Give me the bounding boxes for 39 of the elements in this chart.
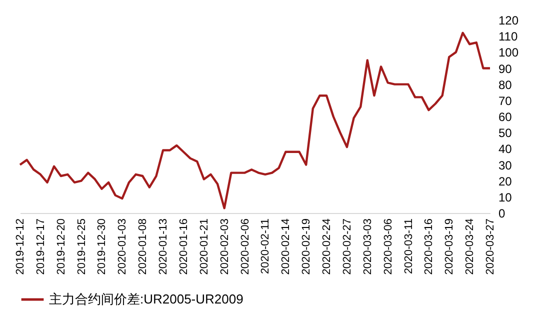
y-tick-label: 10 [498, 190, 512, 204]
y-tick-label: 30 [498, 158, 512, 172]
x-tick-label: 2020-01-03 [116, 218, 129, 275]
x-tick-label: 2019-12-20 [55, 218, 68, 275]
x-tick-label: 2020-02-24 [321, 218, 334, 275]
x-tick-label: 2020-03-03 [362, 218, 374, 275]
x-tick-label: 2020-02-19 [300, 218, 313, 275]
y-tick-label: 90 [498, 62, 512, 76]
x-tick-label: 2020-03-16 [423, 218, 436, 275]
x-tick-label: 2020-01-08 [137, 218, 150, 275]
x-tick-label: 2020-02-27 [341, 218, 354, 275]
x-tick-label: 2020-02-11 [260, 218, 272, 274]
x-tick-label: 2020-03-11 [402, 218, 415, 274]
y-tick-label: 120 [498, 14, 519, 28]
x-tick-label: 2019-12-30 [96, 218, 108, 275]
x-tick-label: 2020-02-14 [280, 218, 292, 275]
x-tick-label: 2019-12-12 [14, 218, 26, 275]
legend-label: 主力合约间价差:UR2005-UR2009 [49, 292, 244, 306]
y-tick-label: 110 [498, 30, 518, 44]
x-tick-label: 2020-03-06 [382, 218, 394, 275]
y-tick-label: 20 [498, 174, 512, 188]
x-tick-label: 2020-03-19 [444, 218, 456, 275]
y-tick-label: 40 [498, 142, 512, 156]
x-tick-label: 2020-01-21 [198, 218, 210, 275]
x-tick-label: 2020-01-13 [158, 218, 170, 275]
x-tick-label: 2020-01-16 [178, 218, 190, 275]
y-tick-label: 60 [498, 110, 512, 124]
x-tick-label: 2020-02-03 [218, 218, 231, 275]
x-tick-label: 2020-03-24 [464, 218, 476, 275]
y-tick-label: 70 [498, 94, 512, 108]
y-tick-label: 80 [498, 78, 512, 92]
line-series [18, 32, 492, 210]
x-tick-label: 2020-03-27 [484, 218, 496, 275]
y-tick-label: 50 [498, 126, 512, 140]
x-tick-label: 2020-02-06 [239, 218, 252, 275]
y-tick-label: 0 [498, 206, 506, 220]
x-tick-label: 2019-12-17 [34, 218, 47, 275]
x-tick-label: 2019-12-25 [76, 218, 88, 275]
y-tick-label: 100 [498, 46, 519, 60]
